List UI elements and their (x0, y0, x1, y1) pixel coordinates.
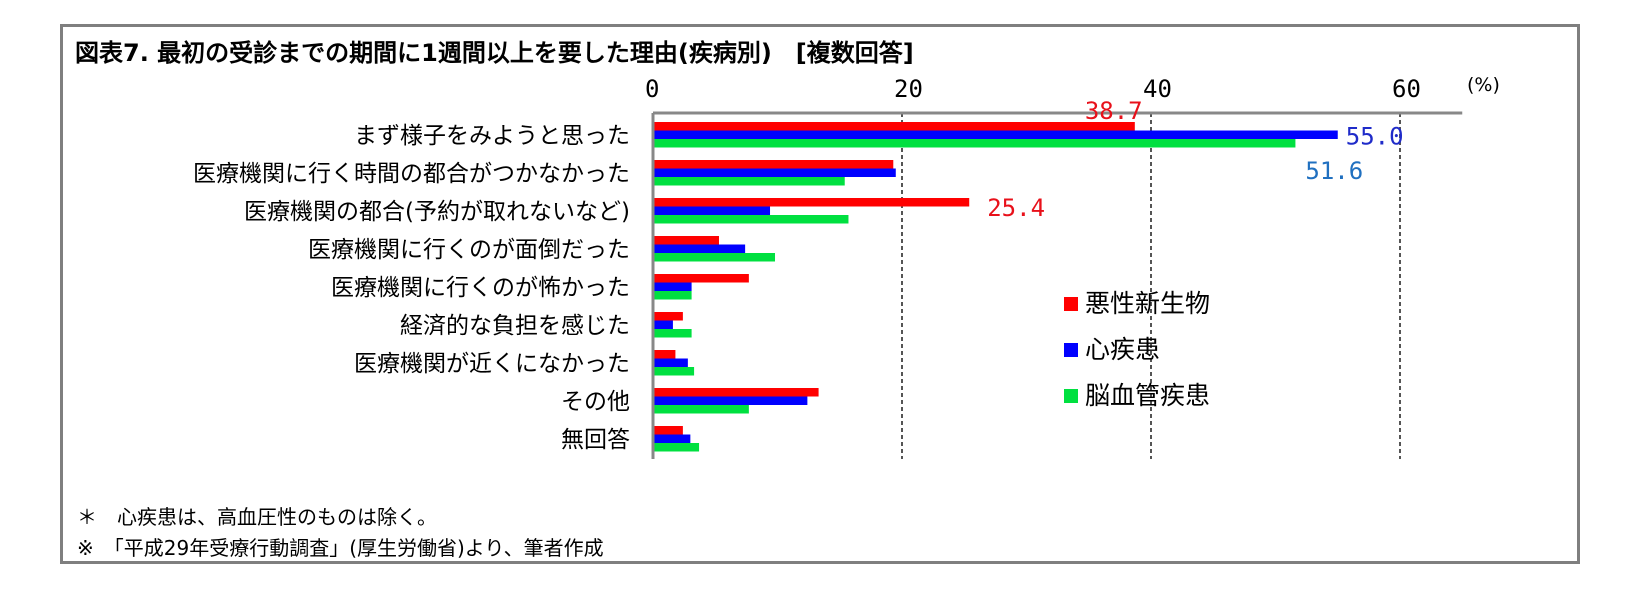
bar-3-0 (653, 236, 719, 245)
bar-0-1 (653, 130, 1338, 139)
bar-chart: 0 20 40 60 (%) まず様子をみようと思った医療機関に行く時間の都合がつかなかっ… (193, 74, 1500, 459)
x-unit-label: (%) (1467, 74, 1500, 96)
data-label-0-1: 55.0 (1346, 123, 1404, 151)
bar-0-0 (653, 122, 1135, 131)
bar-5-1 (653, 320, 673, 329)
bar-7-2 (653, 405, 749, 414)
x-tick-label-40: 40 (1143, 75, 1172, 103)
legend-label-1: 心疾患 (1085, 335, 1160, 364)
bar-1-2 (653, 177, 845, 186)
bar-6-0 (653, 350, 676, 359)
category-label-4: 医療機関に行くのが怖かった (331, 275, 630, 301)
bar-2-0 (653, 198, 970, 207)
legend-label-2: 脳血管疾患 (1085, 381, 1210, 410)
category-label-7: その他 (561, 389, 630, 415)
bar-3-1 (653, 244, 746, 253)
bar-0-2 (653, 139, 1296, 148)
category-label-3: 医療機関に行くのが面倒だった (308, 237, 630, 263)
category-label-5: 経済的な負担を感じた (400, 313, 630, 339)
bar-5-0 (653, 312, 683, 321)
bar-8-0 (653, 426, 683, 435)
bar-7-0 (653, 388, 819, 397)
category-label-6: 医療機関が近くになかった (354, 351, 630, 377)
category-label-1: 医療機関に行く時間の都合がつかなかった (193, 161, 630, 187)
chart-frame: 図表7. 最初の受診までの期間に1週間以上を要した理由(疾病別) [複数回答] … (60, 24, 1580, 564)
bar-6-2 (653, 367, 695, 376)
bar-4-1 (653, 282, 692, 291)
x-tick-label-20: 20 (894, 75, 923, 103)
category-label-8: 無回答 (561, 427, 630, 453)
legend-label-0: 悪性新生物 (1085, 289, 1210, 318)
data-label-0-2: 51.6 (1305, 157, 1363, 185)
bar-6-1 (653, 358, 688, 367)
x-tick-label-0: 0 (645, 75, 659, 103)
bar-8-1 (653, 434, 691, 443)
footnote-source: ※ 「平成29年受療行動調査」(厚生労働省)より、筆者作成 (77, 536, 604, 560)
legend-swatch-2 (1064, 389, 1078, 403)
bar-7-1 (653, 396, 808, 405)
bar-3-2 (653, 253, 776, 262)
chart-title: 図表7. 最初の受診までの期間に1週間以上を要した理由(疾病別) [複数回答] (75, 39, 914, 67)
x-tick-label-60: 60 (1392, 75, 1421, 103)
category-label-0: まず様子をみようと思った (354, 123, 630, 149)
bar-4-0 (653, 274, 749, 283)
bar-1-0 (653, 160, 894, 169)
bar-2-1 (653, 206, 771, 215)
bar-1-1 (653, 168, 896, 177)
legend-swatch-1 (1064, 343, 1078, 357)
bar-2-2 (653, 215, 849, 224)
category-label-2: 医療機関の都合(予約が取れないなど) (244, 199, 630, 225)
footnote-exclusion: ＊ 心疾患は、高血圧性のものは除く。 (77, 505, 437, 529)
bar-5-2 (653, 329, 692, 338)
data-label-2-0: 25.4 (987, 194, 1045, 222)
bar-4-2 (653, 291, 692, 300)
legend-swatch-0 (1064, 297, 1078, 311)
bar-8-2 (653, 443, 700, 452)
data-label-0-0: 38.7 (1085, 97, 1143, 125)
